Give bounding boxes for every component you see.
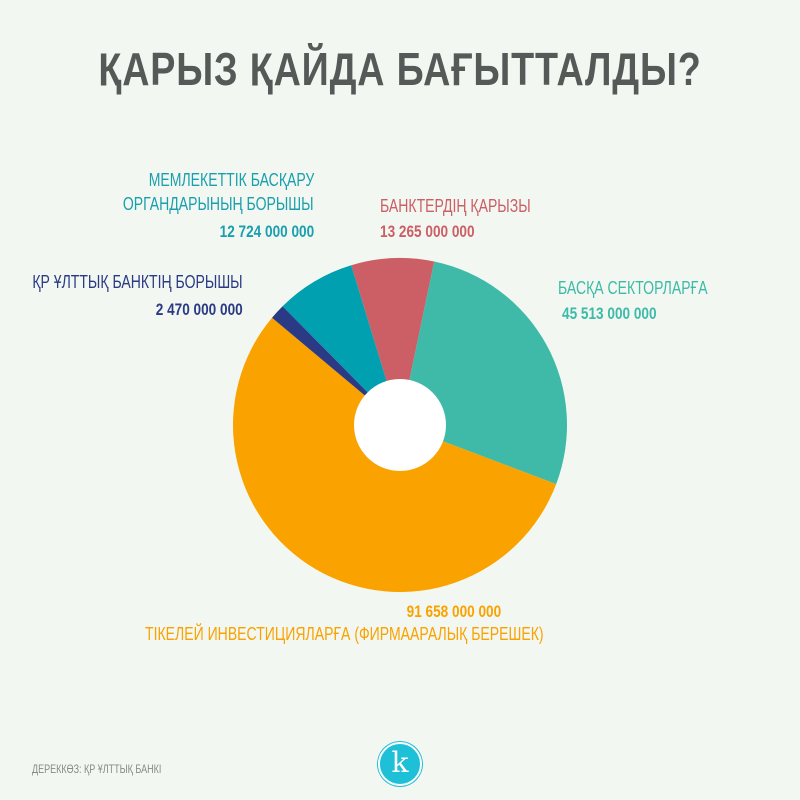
donut-hole (354, 379, 446, 471)
value-state: 12 724 000 000 (219, 222, 314, 241)
label-state-line2: ОРГАНДАРЫНЫҢ БОРЫШЫ (123, 194, 314, 214)
value-banks: 13 265 000 000 (380, 222, 475, 241)
chart-title: ҚАРЫЗ ҚАЙДА БАҒЫТТАЛДЫ? (98, 43, 702, 95)
pie-slice-4 (282, 265, 400, 425)
value-national-bank: 2 470 000 000 (156, 300, 243, 319)
label-state-line1: МЕМЛЕКЕТТІК БАСҚАРУ (148, 170, 314, 190)
label-national-bank: ҚР ҰЛТТЫҚ БАНКТІҢ БОРЫШЫ (32, 272, 243, 292)
logo: k (378, 742, 422, 786)
pie-slice-0 (351, 258, 435, 425)
label-direct-investment: ТІКЕЛЕЙ ИНВЕСТИЦИЯЛАРҒА (ФИРМААРАЛЫҚ БЕР… (145, 624, 544, 644)
value-direct-investment: 91 658 000 000 (406, 602, 501, 621)
value-other-sectors: 45 513 000 000 (562, 304, 657, 323)
label-other-sectors: БАСҚА СЕКТОРЛАРҒА (558, 278, 708, 298)
label-banks: БАНКТЕРДІҢ ҚАРЫЗЫ (380, 196, 531, 216)
source-note: ДЕРЕККӨЗ: ҚР ҰЛТТЫҚ БАНКІ (32, 762, 162, 776)
